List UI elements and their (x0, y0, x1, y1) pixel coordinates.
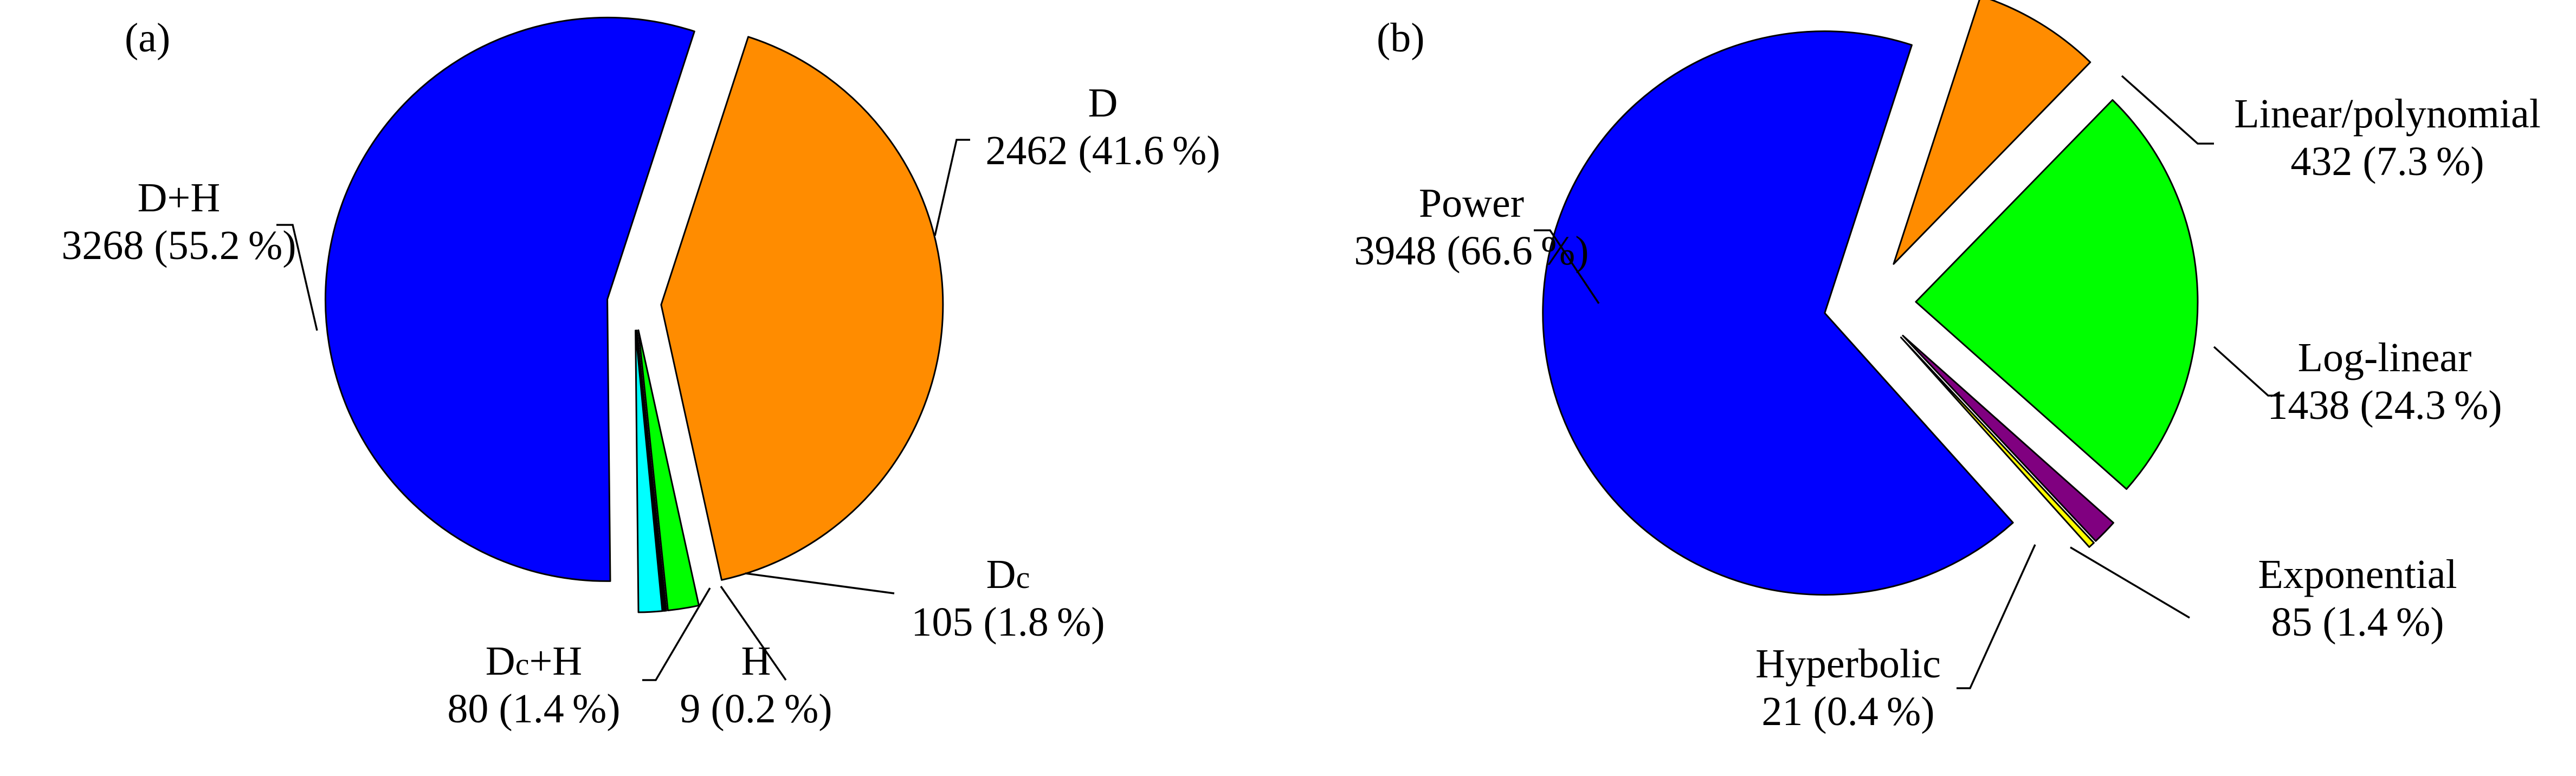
leader-line-power (1534, 229, 1600, 304)
slice-label-exponential: Exponential (2258, 552, 2457, 597)
pie-slice-log-linear (1915, 99, 2199, 490)
slice-value-dc-plus-h: 80 (1.4 %) (447, 686, 620, 732)
slice-label-power: Power (1419, 180, 1524, 226)
pie-slice-d-plus-h (325, 16, 695, 582)
slice-value-hyperbolic: 21 (0.4 %) (1761, 689, 1934, 734)
slice-value-dc: 105 (1.8 %) (911, 599, 1105, 645)
slice-value-log-linear: 1438 (24.3 %) (2267, 383, 2502, 428)
panel-label-a: (a) (125, 15, 170, 61)
panel-label-b: (b) (1377, 15, 1425, 61)
slice-label-d-plus-h: D+H (138, 175, 221, 221)
leader-line-dc (745, 572, 895, 594)
slice-value-exponential: 85 (1.4 %) (2271, 599, 2444, 645)
slice-value-h: 9 (0.2 %) (680, 686, 832, 732)
leader-line-dc-plus-h (642, 587, 711, 681)
leader-line-exponential (2070, 546, 2190, 619)
slice-value-d-plus-h: 3268 (55.2 %) (61, 223, 296, 268)
slice-value-d: 2462 (41.6 %) (985, 128, 1220, 173)
leader-line-d (934, 139, 970, 236)
slice-label-log-linear: Log-linear (2298, 335, 2472, 380)
slice-label-hyperbolic: Hyperbolic (1755, 641, 1941, 687)
pie-slice-hyperbolic (1900, 337, 2095, 548)
leader-line-d-plus-h (276, 224, 318, 331)
slice-label-d: D (1088, 80, 1118, 126)
slice-label-dc: Dc (986, 552, 1030, 597)
pie-slice-linear-polynomial (1893, 0, 2091, 265)
leader-line-hyperbolic (1957, 544, 2036, 689)
leader-line-log-linear (2213, 346, 2284, 397)
slice-label-h: H (741, 638, 771, 684)
pie-slice-power (1542, 30, 2014, 596)
pie-slice-d (660, 36, 944, 581)
leader-line-h (720, 586, 787, 681)
slice-label-linear-polynomial: Linear/polynomial (2234, 91, 2541, 137)
slice-value-linear-polynomial: 432 (7.3 %) (2290, 139, 2484, 184)
pie-slice-exponential (1902, 334, 2114, 542)
pie-slice-dc-plus-h (635, 329, 663, 613)
leader-line-linear-polynomial (2121, 75, 2214, 145)
pie-slice-h (636, 329, 667, 612)
slice-label-dc-plus-h: Dc+H (486, 638, 582, 684)
slice-value-power: 3948 (66.6 %) (1354, 228, 1589, 274)
